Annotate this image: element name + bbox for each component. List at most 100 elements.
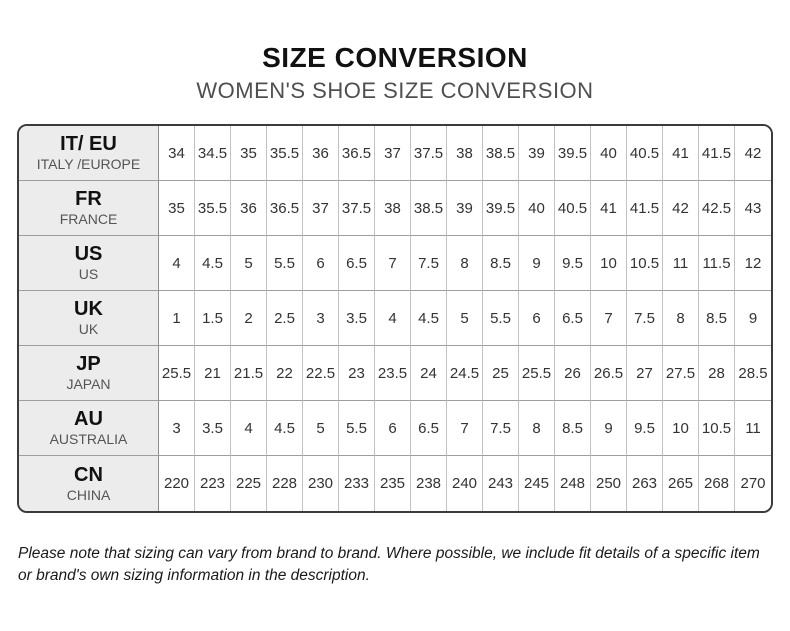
size-cell: 10 [591,236,627,291]
size-cell: 11 [663,236,699,291]
size-cell: 4 [231,401,267,456]
size-cell: 37 [303,181,339,236]
size-cell: 39.5 [483,181,519,236]
size-cell: 5.5 [483,291,519,346]
row-code: AU [74,408,103,431]
size-cell: 6 [375,401,411,456]
size-cell: 41 [663,126,699,181]
size-cell: 223 [195,456,231,511]
row-region: UK [78,321,99,338]
size-cell: 3 [303,291,339,346]
size-cell: 10.5 [627,236,663,291]
size-cell: 38 [447,126,483,181]
size-cell: 37.5 [339,181,375,236]
size-cell: 263 [627,456,663,511]
size-cell: 25.5 [519,346,555,401]
size-cell: 7 [591,291,627,346]
page-title: SIZE CONVERSION [262,42,528,73]
row-label: IT/ EU ITALY /EUROPE [19,126,159,181]
size-cell: 2.5 [267,291,303,346]
size-cell: 5.5 [339,401,375,456]
table-row: CN CHINA 220 223 225 228 230 233 235 238 240 243 245… [19,456,771,511]
size-cell: 23 [339,346,375,401]
size-cell: 6 [303,236,339,291]
size-cell: 2 [231,291,267,346]
size-cell: 250 [591,456,627,511]
size-cell: 225 [231,456,267,511]
size-cell: 25.5 [159,346,195,401]
size-cell: 1.5 [195,291,231,346]
table-row: JP JAPAN 25.5 21 21.5 22 22.5 23 23.5 24 24.5 25 25.… [19,346,771,401]
row-region: CHINA [66,486,111,503]
size-cell: 3.5 [339,291,375,346]
size-cell: 39.5 [555,126,591,181]
size-cell: 25 [483,346,519,401]
size-cell: 36.5 [267,181,303,236]
table-row: IT/ EU ITALY /EUROPE 34 34.5 35 35.5 36 36.5 37 3… [19,126,771,181]
size-cell: 40.5 [555,181,591,236]
size-cell: 248 [555,456,591,511]
size-cell: 4 [159,236,195,291]
size-cell: 11 [735,401,771,456]
row-label: FR FRANCE [19,181,159,236]
size-cell: 3.5 [195,401,231,456]
row-label: US US [19,236,159,291]
size-cell: 27 [627,346,663,401]
table-row: UK UK 1 1.5 2 2.5 3 3.5 4 4.5 5 5.5 6 6.5 7 7.5 8 8.5 9 [19,291,771,346]
size-cell: 42 [663,181,699,236]
size-cell: 26 [555,346,591,401]
size-cell: 38 [375,181,411,236]
size-cell: 9.5 [555,236,591,291]
size-cell: 4.5 [195,236,231,291]
size-cell: 43 [735,181,771,236]
size-cell: 42 [735,126,771,181]
row-region: ITALY /EUROPE [36,156,141,173]
size-table-wrapper: IT/ EU ITALY /EUROPE 34 34.5 35 35.5 36 36.5 37 3… [17,124,773,513]
size-cell: 22 [267,346,303,401]
row-region: AUSTRALIA [49,431,128,448]
page-subtitle: WOMEN'S SHOE SIZE CONVERSION [196,78,594,103]
size-cell: 8.5 [555,401,591,456]
size-cell: 243 [483,456,519,511]
size-cell: 21 [195,346,231,401]
row-label: CN CHINA [19,456,159,511]
size-cell: 5 [447,291,483,346]
size-cell: 39 [519,126,555,181]
row-code: CN [74,463,103,486]
row-label: JP JAPAN [19,346,159,401]
size-cell: 235 [375,456,411,511]
row-label: UK UK [19,291,159,346]
size-cell: 12 [735,236,771,291]
size-cell: 6 [519,291,555,346]
size-cell: 35 [231,126,267,181]
size-cell: 40.5 [627,126,663,181]
size-cell: 233 [339,456,375,511]
size-cell: 9 [591,401,627,456]
size-cell: 10 [663,401,699,456]
size-cell: 37.5 [411,126,447,181]
size-cell: 28 [699,346,735,401]
size-cell: 26.5 [591,346,627,401]
row-code: US [74,243,103,266]
size-cell: 24 [411,346,447,401]
size-cell: 238 [411,456,447,511]
size-cell: 8.5 [483,236,519,291]
size-cell: 41.5 [627,181,663,236]
size-cell: 1 [159,291,195,346]
size-cell: 7 [375,236,411,291]
size-cell: 36 [303,126,339,181]
size-cell: 7.5 [483,401,519,456]
size-cell: 38.5 [411,181,447,236]
row-region: JAPAN [66,376,111,393]
footnote-line-2: item or brand's own sizing information i… [18,545,760,585]
size-cell: 245 [519,456,555,511]
sizing-footnote: Please note that sizing can vary from br… [18,543,772,588]
size-cell: 36.5 [339,126,375,181]
size-cell: 41 [591,181,627,236]
size-cell: 228 [267,456,303,511]
row-region: US [78,266,99,283]
size-cell: 268 [699,456,735,511]
size-cell: 40 [519,181,555,236]
size-cell: 8 [447,236,483,291]
size-cell: 6.5 [555,291,591,346]
